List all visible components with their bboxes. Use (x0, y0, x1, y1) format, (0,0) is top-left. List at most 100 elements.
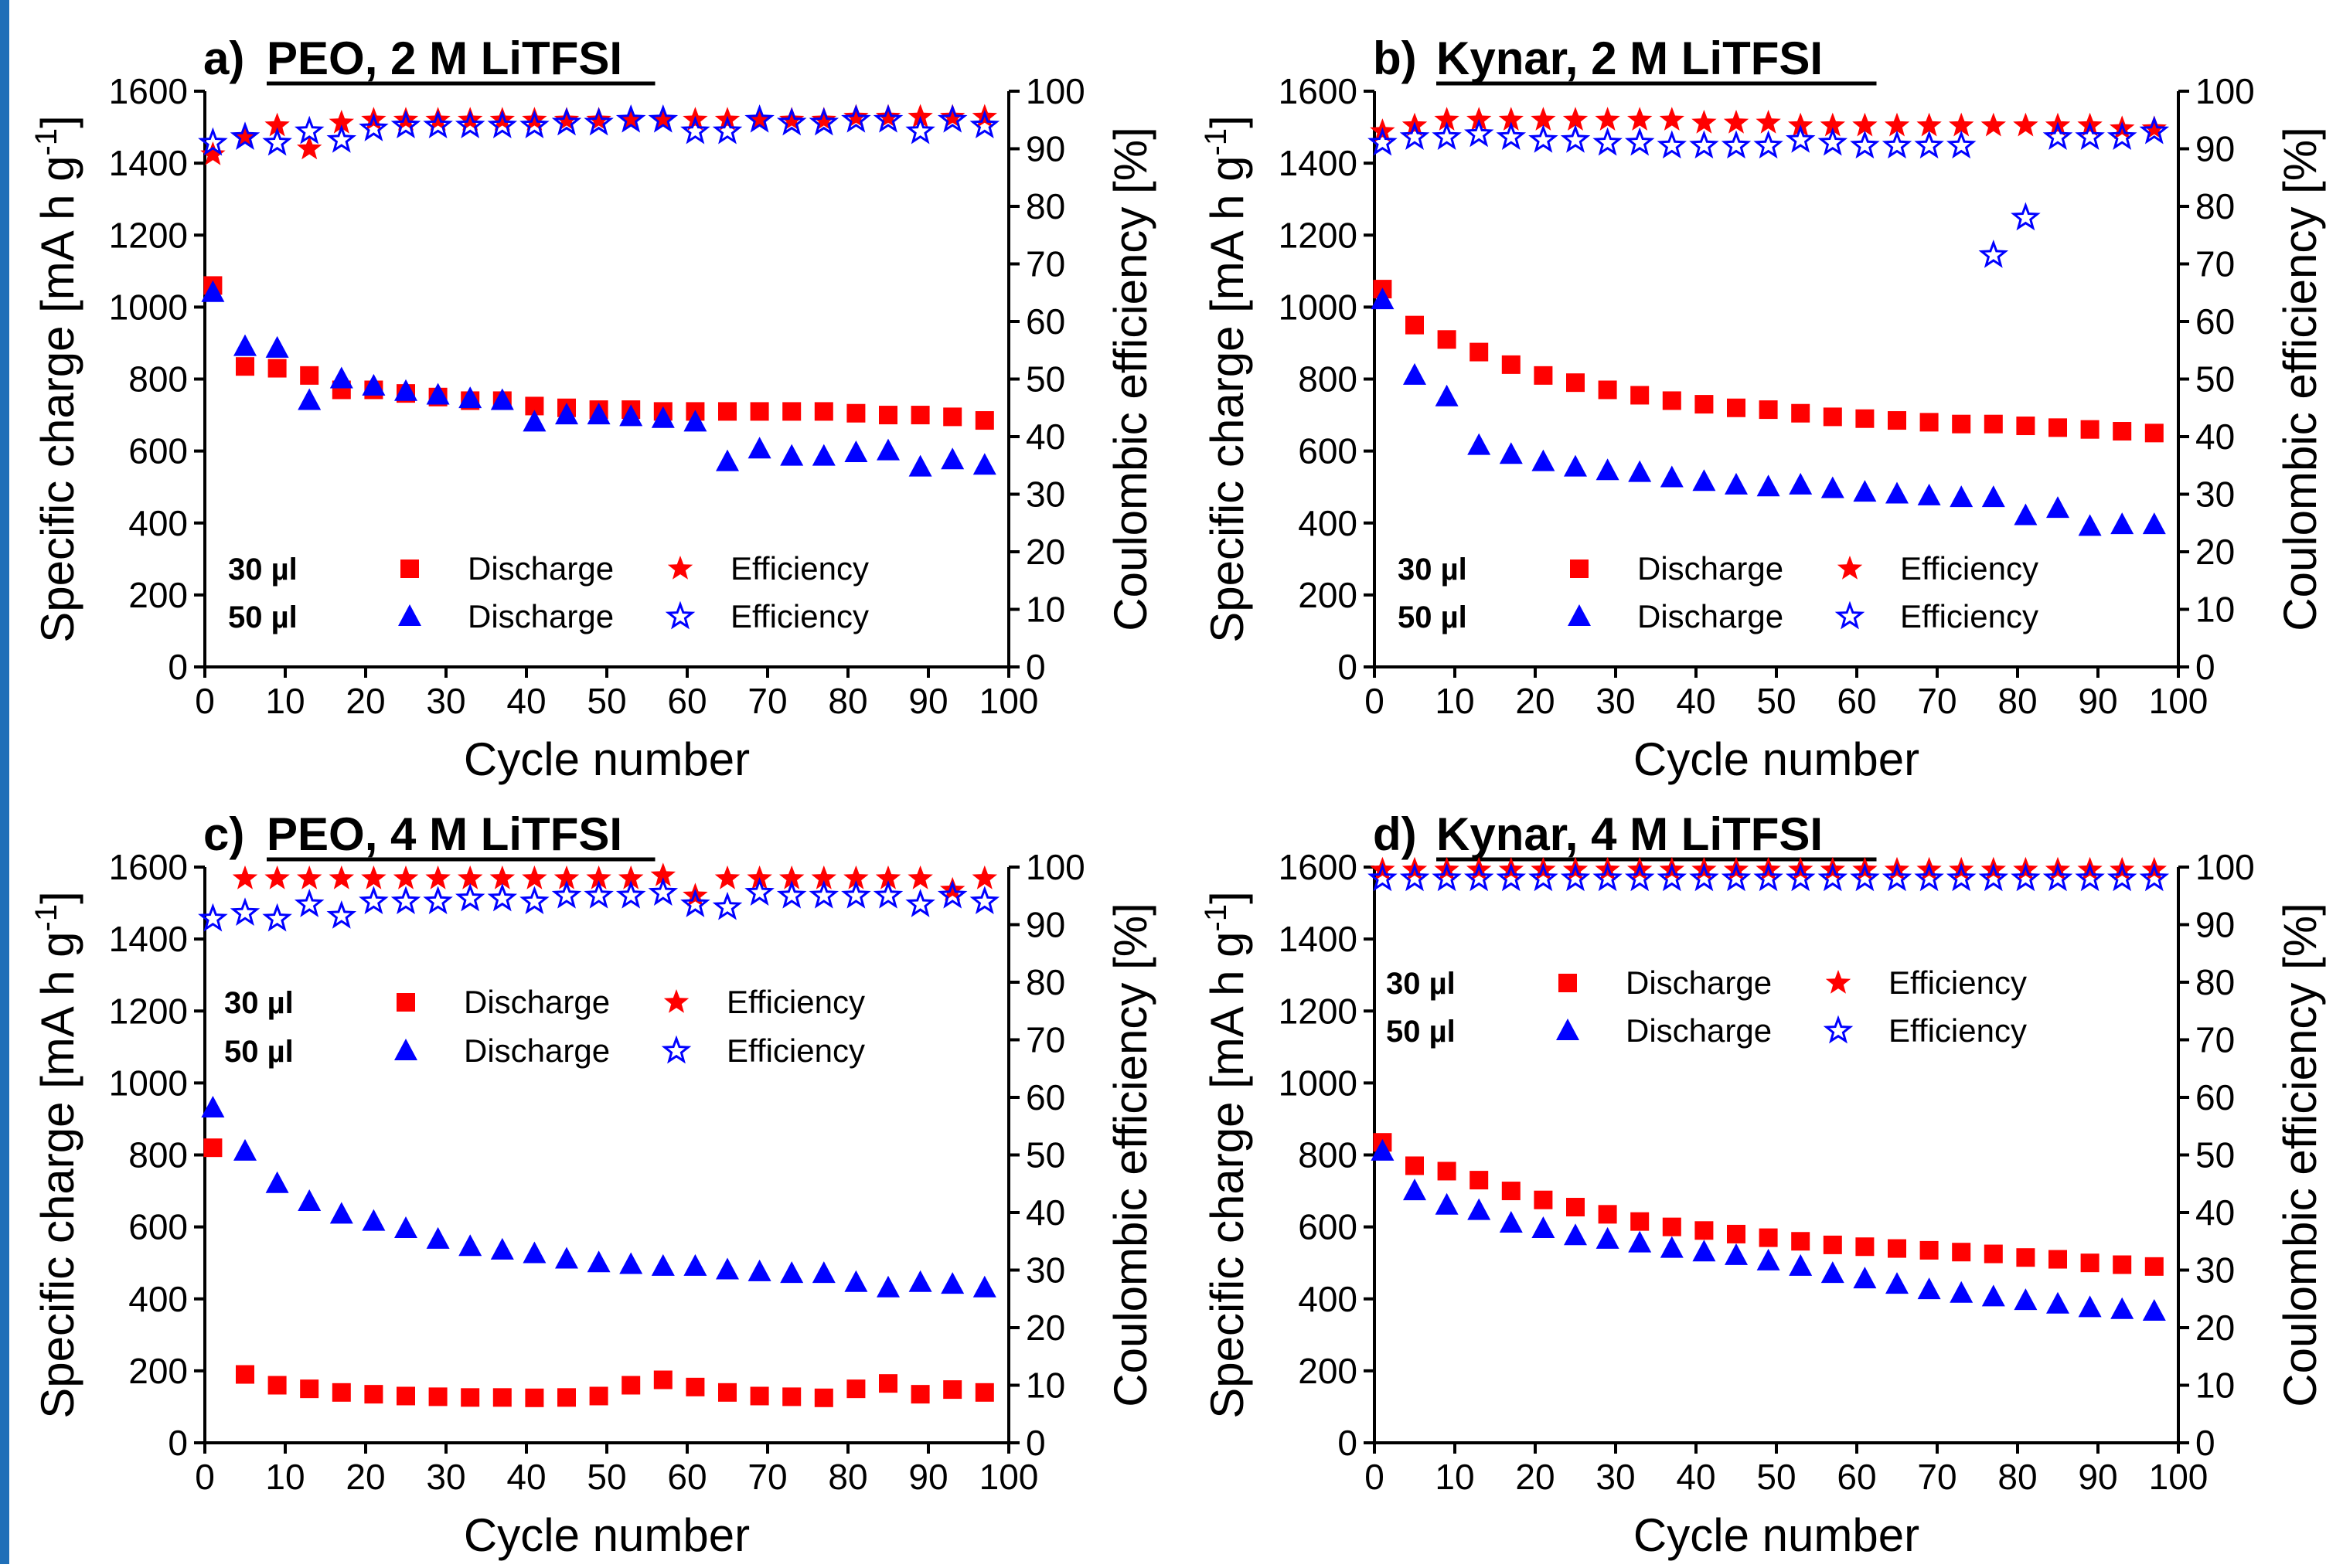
data-point-triangle (1531, 1216, 1555, 1238)
data-point-square (332, 1383, 351, 1402)
x-tick-label: 10 (1435, 681, 1474, 721)
data-point-triangle (651, 406, 675, 428)
data-point-square (236, 1365, 254, 1384)
data-point-triangle (1692, 469, 1716, 491)
y-axis-title-left: Specific charge [mA h g-1] (1199, 115, 1253, 643)
data-point-star-filled (618, 107, 644, 131)
data-point-square (1919, 1240, 1939, 1260)
y-tick-label-right: 60 (1026, 1077, 1065, 1117)
data-point-star-open (584, 107, 614, 136)
data-point-square (1598, 1205, 1617, 1224)
data-point-star-filled (875, 104, 901, 128)
data-point-star-open (1882, 862, 1912, 892)
data-point-square (718, 402, 737, 421)
data-point-triangle (458, 386, 482, 409)
data-point-triangle (1981, 485, 2005, 508)
y-tick-label-right: 20 (2195, 1308, 2235, 1348)
data-point-star-open (1946, 862, 1977, 892)
data-point-triangle (651, 1253, 675, 1276)
data-point-star-filled (586, 107, 611, 131)
data-point-triangle (1371, 1138, 1395, 1161)
data-point-star-filled (586, 865, 611, 889)
data-point-star-open (969, 110, 1000, 139)
data-point-star-filled (264, 865, 290, 889)
data-point-star-open (744, 877, 775, 906)
data-point-star-open (519, 886, 550, 915)
data-point-star-filled (393, 865, 419, 889)
series-square-red (1373, 280, 2164, 443)
y-tick-label-right: 60 (2195, 1077, 2235, 1117)
data-point-star-open (390, 886, 421, 915)
data-point-square (1598, 380, 1617, 400)
y-tick-label-right: 40 (2195, 417, 2235, 457)
data-point-star-open (1721, 130, 1752, 159)
data-point-star-open (1946, 130, 1977, 159)
data-point-star-open (873, 879, 904, 909)
data-point-star-open (2042, 862, 2073, 892)
data-point-star-open (230, 897, 261, 926)
data-point-star-open (648, 877, 679, 906)
legend-marker-discharge (398, 604, 421, 626)
data-point-star-filled (489, 865, 515, 889)
data-point-square (2048, 1250, 2067, 1269)
y-tick-label-right: 0 (1026, 647, 1046, 687)
data-point-triangle (2046, 496, 2069, 519)
data-point-square (1694, 1221, 1714, 1240)
y-tick-label-right: 20 (1026, 532, 1065, 572)
data-point-star-open (584, 879, 614, 909)
data-point-star-filled (1498, 107, 1524, 131)
y-tick-label-right: 90 (1026, 905, 1065, 945)
data-point-square (846, 403, 866, 423)
data-point-star-filled (1949, 112, 1974, 137)
data-point-star-open (1624, 127, 1655, 156)
data-point-star-filled (458, 107, 483, 131)
x-tick-label: 80 (1997, 1457, 2037, 1497)
data-point-triangle (1950, 485, 1974, 508)
legend-marker-efficiency (1823, 1015, 1854, 1044)
data-point-star-open (262, 127, 292, 156)
data-point-star-open (809, 107, 839, 136)
data-point-star-filled (297, 135, 322, 160)
chart-panel-2: 0 10 20 30 40 50 60 70 80 90 100020040060080010001… (1199, 32, 2326, 785)
y-tick-label-left: 400 (1298, 1279, 1357, 1319)
y-tick-label-right: 10 (2195, 1366, 2235, 1406)
y-tick-label-right: 50 (1026, 359, 1065, 400)
data-point-square (622, 1376, 641, 1395)
data-point-triangle (2046, 1291, 2069, 1314)
data-point-star-open (1657, 130, 1687, 159)
data-point-star-open (390, 110, 421, 139)
y-axis-title-left: Specific charge [mA h g-1] (29, 891, 83, 1419)
data-point-star-open (937, 104, 968, 133)
x-tick-label: 20 (346, 681, 385, 721)
x-tick-label: 80 (828, 681, 867, 721)
data-point-star-open (1817, 862, 1848, 892)
x-tick-label: 0 (195, 1457, 215, 1497)
data-point-triangle (394, 1216, 417, 1238)
data-point-triangle (1756, 1248, 1780, 1270)
data-point-triangle (1467, 433, 1491, 455)
x-tick-label: 90 (2078, 1457, 2117, 1497)
legend-volume-label: 50 µl (1386, 1015, 1456, 1049)
data-point-star-filled (393, 107, 419, 131)
data-point-star-open (1721, 862, 1752, 892)
data-point-triangle (426, 1226, 450, 1249)
y-tick-label-right: 100 (1026, 71, 1085, 111)
y-tick-label-left: 800 (1298, 359, 1357, 400)
data-point-star-filled (200, 141, 226, 165)
data-point-star-filled (843, 865, 869, 889)
x-tick-label: 40 (1676, 681, 1715, 721)
data-point-star-open (2075, 121, 2105, 150)
data-point-star-open (1978, 862, 2009, 892)
y-tick-label-right: 50 (2195, 359, 2235, 400)
data-point-star-open (2106, 862, 2137, 892)
data-point-square (814, 402, 833, 421)
data-point-triangle (716, 449, 739, 471)
data-point-square (1952, 414, 1971, 434)
data-point-triangle (908, 454, 932, 477)
data-point-square (364, 1385, 383, 1404)
y-tick-label-right: 30 (2195, 1250, 2235, 1291)
data-point-star-filled (1723, 110, 1749, 134)
data-point-square (267, 359, 287, 378)
legend-marker-discharge (400, 560, 419, 578)
data-point-square (2048, 418, 2067, 437)
